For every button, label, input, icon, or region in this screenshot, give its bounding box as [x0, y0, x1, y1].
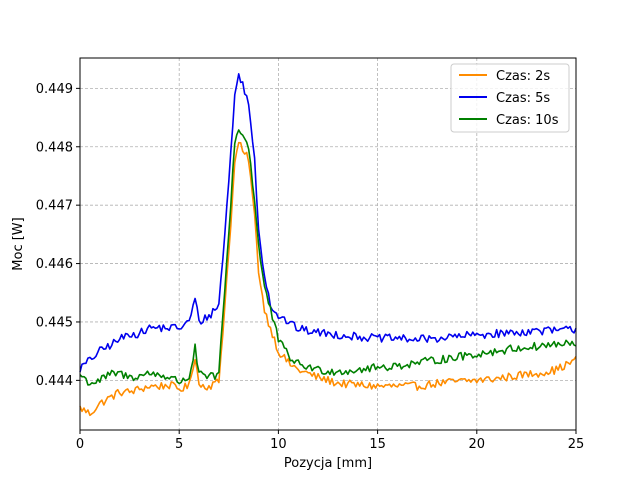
x-tick-label: 15 — [369, 437, 386, 452]
legend-label-10s: Czas: 10s — [496, 113, 559, 128]
x-tick-label: 20 — [469, 437, 486, 452]
y-tick-label: 0.447 — [36, 199, 73, 214]
y-tick-label: 0.448 — [36, 140, 73, 155]
y-tick-label: 0.446 — [36, 257, 73, 272]
y-tick-label: 0.445 — [36, 315, 73, 330]
x-tick-label: 5 — [175, 437, 183, 452]
x-tick-label: 25 — [568, 437, 585, 452]
legend-label-2s: Czas: 2s — [496, 69, 550, 84]
legend: Czas: 2s Czas: 5s Czas: 10s — [450, 63, 570, 133]
legend-box — [450, 63, 570, 133]
series-line-5s — [79, 73, 577, 373]
y-axis-label: Moc [W] — [11, 217, 26, 270]
series-line-2s — [79, 141, 577, 417]
y-tick-label: 0.449 — [36, 82, 73, 97]
x-tick-label: 0 — [76, 437, 84, 452]
x-axis-ticks: 0 5 10 15 20 25 — [76, 430, 584, 452]
y-axis-ticks: 0.444 0.445 0.446 0.447 0.448 0.449 — [36, 82, 80, 389]
grid — [79, 58, 577, 430]
series-line-10s — [79, 129, 577, 386]
x-tick-label: 10 — [270, 437, 287, 452]
plot-frame — [79, 57, 577, 431]
series-lines — [79, 73, 577, 417]
x-axis-label: Pozycja [mm] — [284, 456, 372, 471]
legend-label-5s: Czas: 5s — [496, 91, 550, 106]
y-tick-label: 0.444 — [36, 374, 73, 389]
